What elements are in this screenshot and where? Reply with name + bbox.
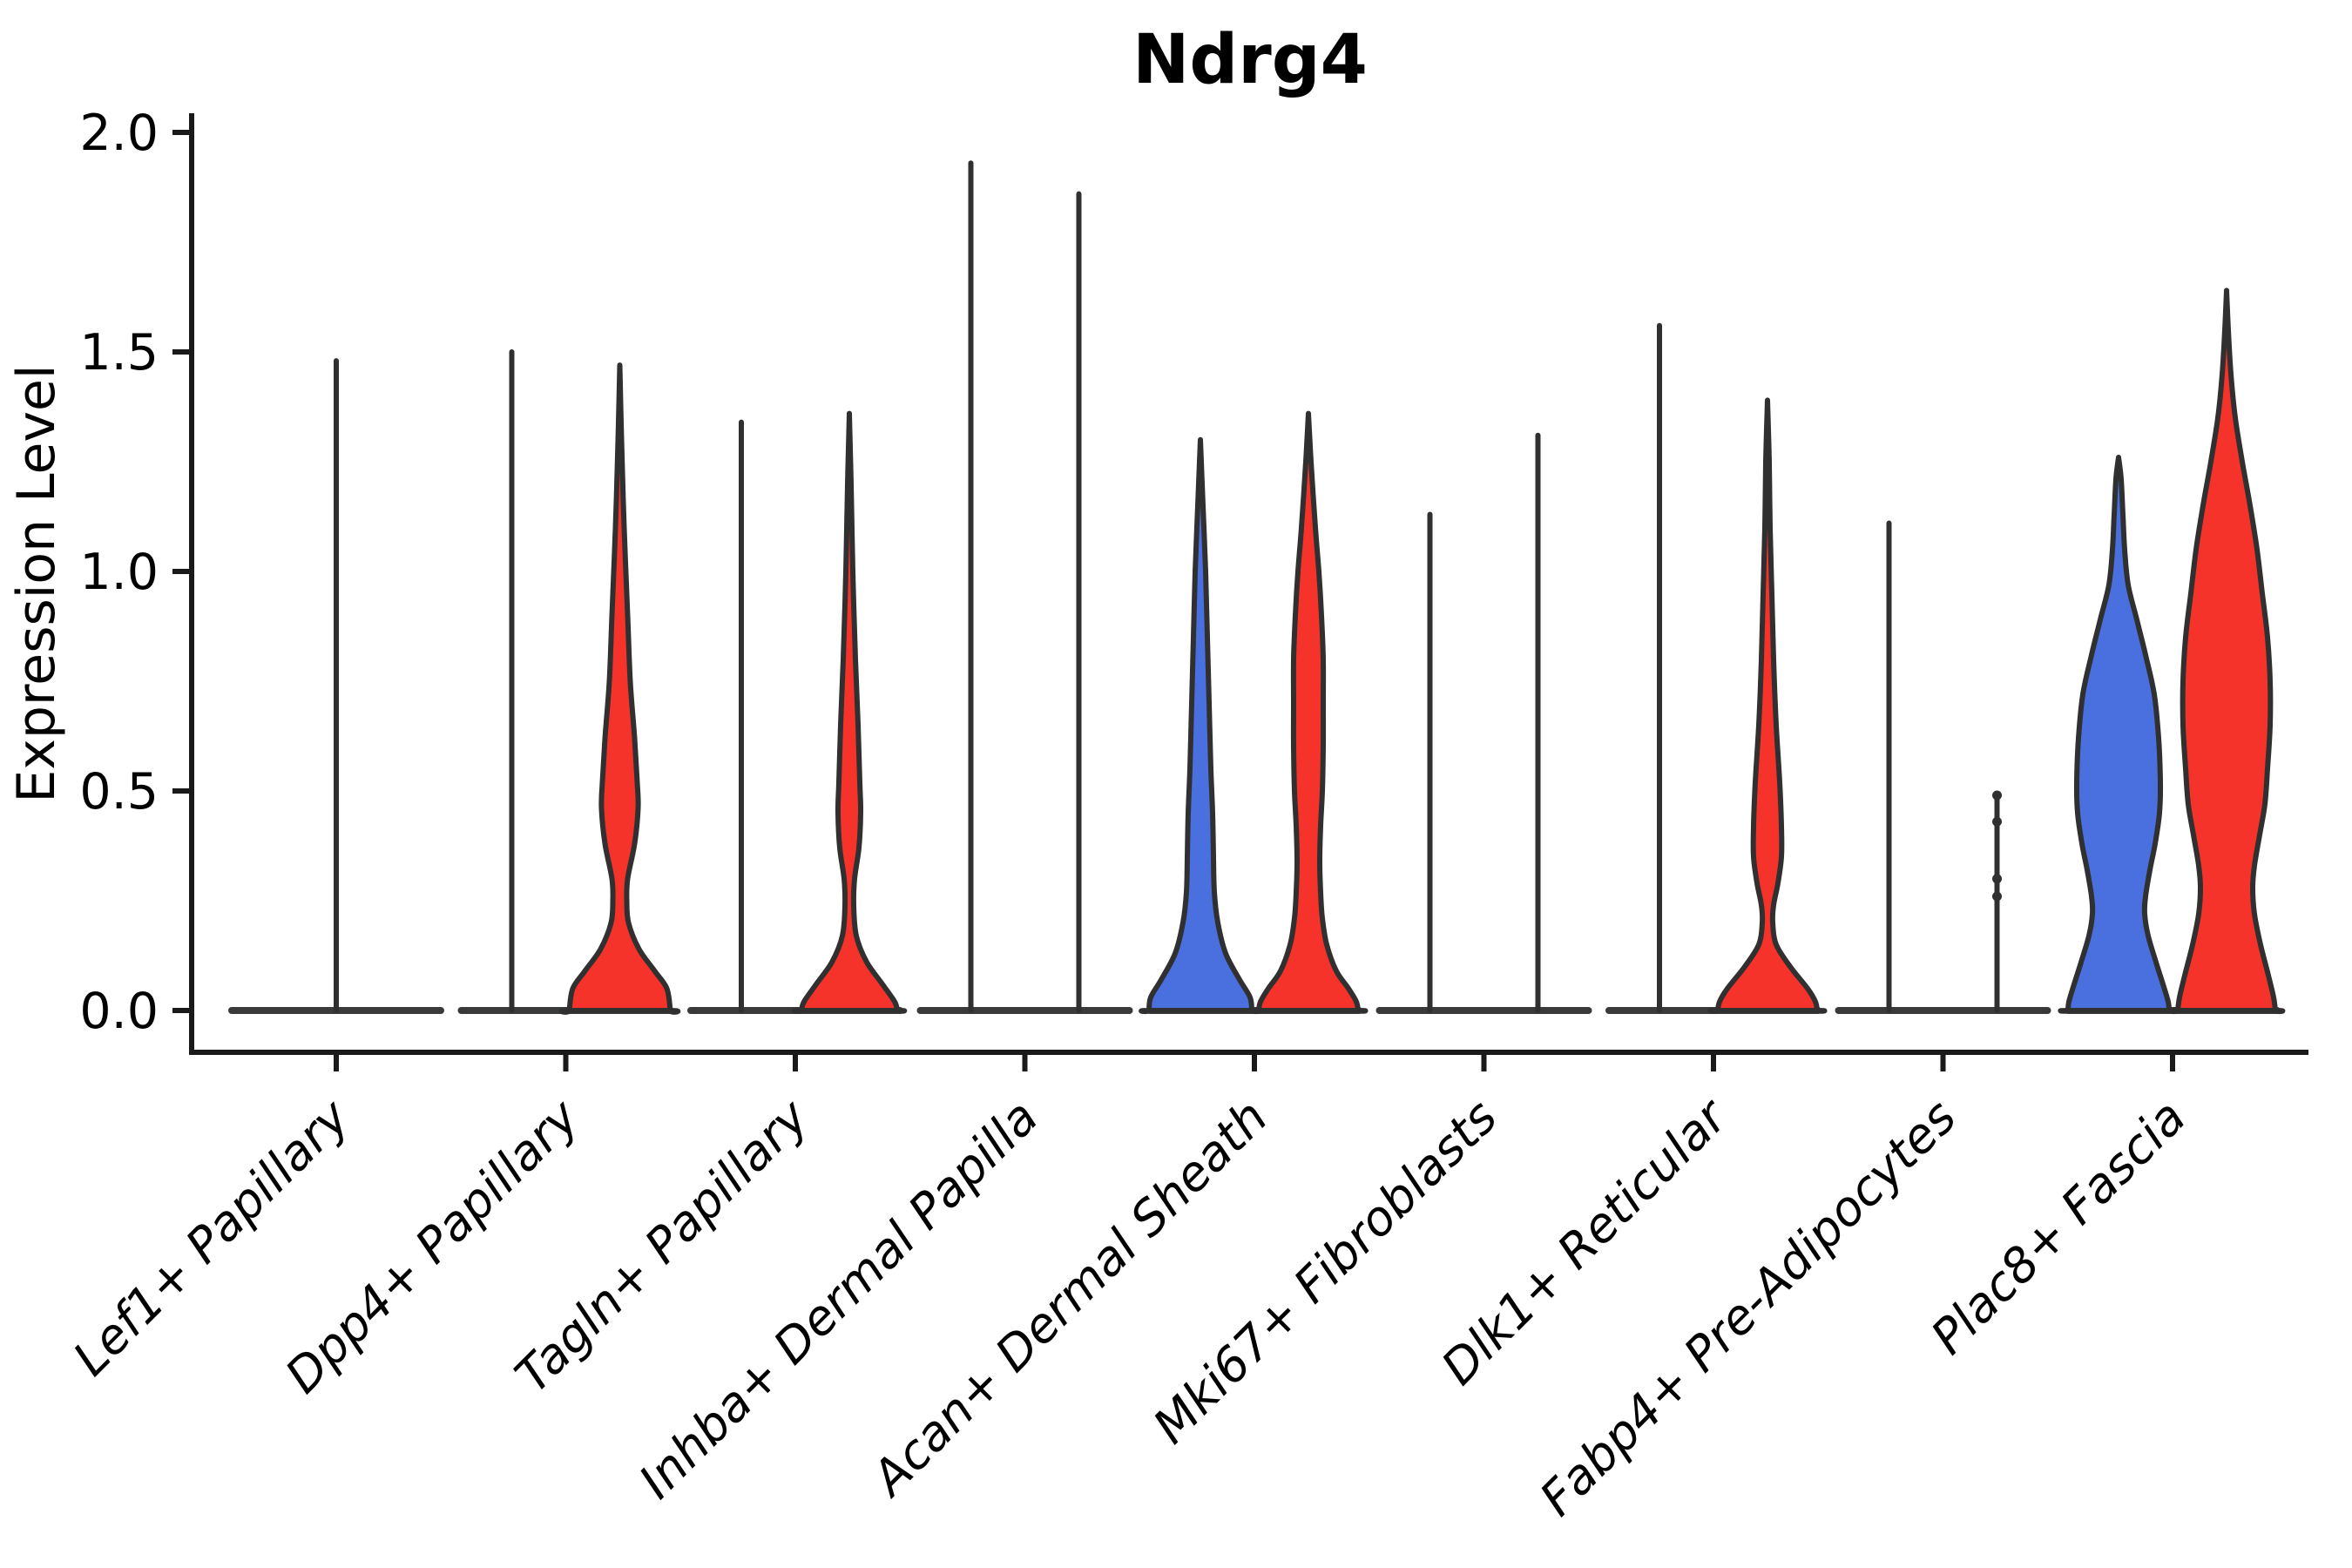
violin-blue [1139, 436, 1262, 1015]
y-tick-label: 0.0 [79, 983, 159, 1040]
y-tick-label: 1.0 [79, 544, 159, 601]
violin-red [791, 410, 908, 1014]
x-category-label: Acan+ Dermal Sheath [860, 1089, 1279, 1508]
violin-knot [1992, 790, 2002, 801]
violin-red [1248, 410, 1369, 1014]
violin-knot [1992, 891, 2002, 902]
chart-title: Ndrg4 [1132, 21, 1368, 99]
violin-red [2167, 287, 2286, 1015]
violin-red [1707, 397, 1828, 1014]
violins-layer [228, 160, 2286, 1015]
y-axis-label: Expression Level [6, 364, 67, 802]
x-category-label: Inhba+ Dermal Papilla [628, 1089, 1048, 1509]
axes-layer [172, 113, 2308, 1071]
violin-blue [2058, 455, 2180, 1014]
y-tick-label: 1.5 [79, 324, 159, 382]
y-tick-label: 0.5 [79, 763, 159, 821]
x-category-label: Fabp4+ Pre-Adipocytes [1529, 1089, 1966, 1526]
violin-red [558, 362, 681, 1015]
violin-knot [1992, 874, 2002, 884]
violin-knot [1992, 816, 2002, 827]
y-tick-label: 2.0 [79, 105, 159, 162]
